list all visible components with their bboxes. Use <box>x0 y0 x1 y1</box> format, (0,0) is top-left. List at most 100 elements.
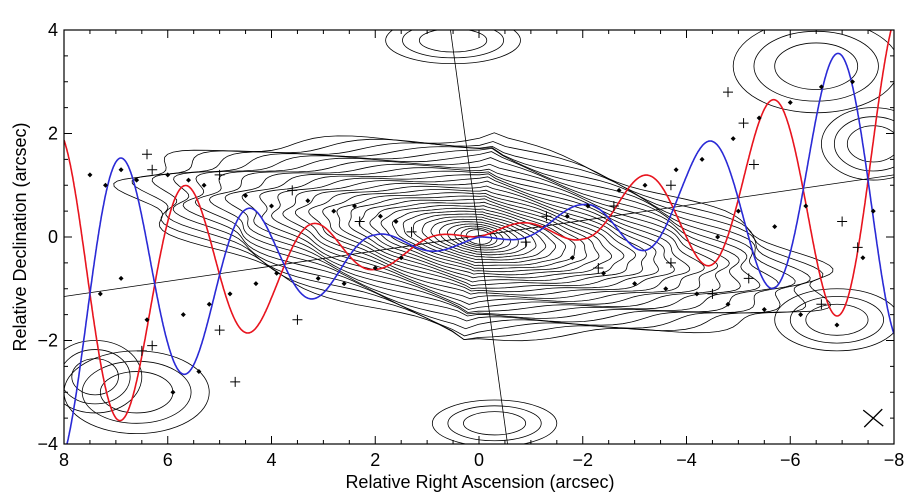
contour-level <box>194 151 761 319</box>
contour-blob <box>418 30 488 53</box>
diamond-marker <box>315 275 321 281</box>
diamond-marker <box>860 255 866 261</box>
diamond-marker <box>274 270 280 276</box>
contour-blob <box>789 296 885 344</box>
diamond-marker <box>118 275 124 281</box>
contour-level <box>438 221 519 253</box>
x-tick-label: 8 <box>59 450 69 470</box>
diamond-marker <box>663 286 669 292</box>
diamond-marker <box>377 213 383 219</box>
contour-blob <box>402 30 505 59</box>
plus-marker <box>541 211 552 222</box>
diamond-marker <box>341 281 347 287</box>
contour-blob <box>732 30 894 114</box>
contour-blob <box>71 358 119 396</box>
contour-blob <box>64 340 143 414</box>
diamond-marker <box>585 203 591 209</box>
y-axis-label: Relative Declination (arcsec) <box>10 122 30 351</box>
x-axis-label: Relative Right Ascension (arcsec) <box>345 472 614 492</box>
contour-blob <box>463 411 527 436</box>
plus-marker <box>136 345 147 356</box>
data-markers <box>87 79 876 395</box>
plus-marker <box>707 288 718 299</box>
jet-model-curve <box>479 52 894 335</box>
x-tick-label: −8 <box>884 450 905 470</box>
diamond-marker <box>756 115 762 121</box>
diamond-marker <box>699 156 705 162</box>
contour-blob <box>805 303 869 336</box>
contour-blob <box>431 399 558 444</box>
axis-ticks <box>63 29 895 445</box>
diamond-marker <box>772 224 778 230</box>
contour-level <box>460 227 498 247</box>
contour-level <box>336 192 625 283</box>
contour-level <box>282 176 675 296</box>
x-tick-label: 2 <box>370 450 380 470</box>
plus-marker <box>292 314 303 325</box>
plus-marker <box>147 164 158 175</box>
plus-marker <box>406 226 417 237</box>
diamond-marker <box>196 369 202 375</box>
diamond-marker <box>642 182 648 188</box>
diamond-marker <box>870 208 876 214</box>
diamond-marker <box>372 265 378 271</box>
diamond-marker <box>735 208 741 214</box>
contour-level <box>208 157 741 316</box>
diamond-marker <box>398 255 404 261</box>
contour-level <box>271 173 691 300</box>
diamond-marker <box>393 218 399 224</box>
diamond-marker <box>87 172 93 178</box>
contour-blob <box>385 30 521 65</box>
diamond-marker <box>601 270 606 276</box>
diamond-marker <box>134 177 140 183</box>
contour-lines <box>64 30 894 444</box>
diamond-marker <box>730 136 736 142</box>
beam-cross-lines <box>862 408 884 428</box>
x-tick-label: −2 <box>572 450 593 470</box>
diamond-marker <box>798 312 804 318</box>
contour-level <box>391 207 567 266</box>
plus-marker <box>665 180 676 191</box>
jet-model-curves <box>64 30 894 444</box>
diamond-marker <box>180 312 186 318</box>
diamond-marker <box>103 182 108 188</box>
contour-blob <box>447 405 542 442</box>
contour-blob <box>820 107 894 181</box>
contour-level <box>224 163 730 313</box>
y-tick-label: 2 <box>48 124 58 144</box>
x-tick-labels: 8 6 4 2 0 −2 −4 −6 −8 <box>59 450 904 470</box>
contour-level <box>113 132 834 342</box>
diamond-marker <box>715 234 721 240</box>
contour-level <box>241 167 719 310</box>
plus-marker <box>837 216 848 227</box>
diamond-marker <box>834 322 840 328</box>
jet-model-curve <box>64 139 479 422</box>
diamond-marker <box>269 203 274 209</box>
y-tick-labels: 4 2 0 −2 −4 <box>37 20 58 454</box>
y-tick-label: 0 <box>48 227 58 247</box>
diamond-marker <box>694 291 700 297</box>
contour-blob <box>64 349 131 405</box>
diamond-marker <box>331 208 337 214</box>
x-tick-label: 6 <box>163 450 173 470</box>
contour-blob <box>833 116 894 172</box>
contour-blob <box>753 30 879 102</box>
plus-marker <box>852 242 863 253</box>
diamond-marker <box>243 193 249 199</box>
plus-marker <box>748 159 759 170</box>
diamond-marker <box>97 291 103 297</box>
diamond-marker <box>616 187 622 193</box>
jet-model-curve <box>478 30 892 317</box>
jet-model-curve <box>66 157 480 444</box>
diamond-marker <box>352 203 357 209</box>
plus-marker <box>723 87 733 98</box>
diamond-marker <box>144 317 150 323</box>
y-tick-label: 4 <box>48 20 58 40</box>
plus-marker <box>287 185 298 196</box>
plus-marker <box>520 237 531 248</box>
contour-level <box>380 205 576 269</box>
contour-blob <box>774 42 859 90</box>
contour-level <box>454 225 504 249</box>
x-tick-label: 0 <box>474 450 484 470</box>
